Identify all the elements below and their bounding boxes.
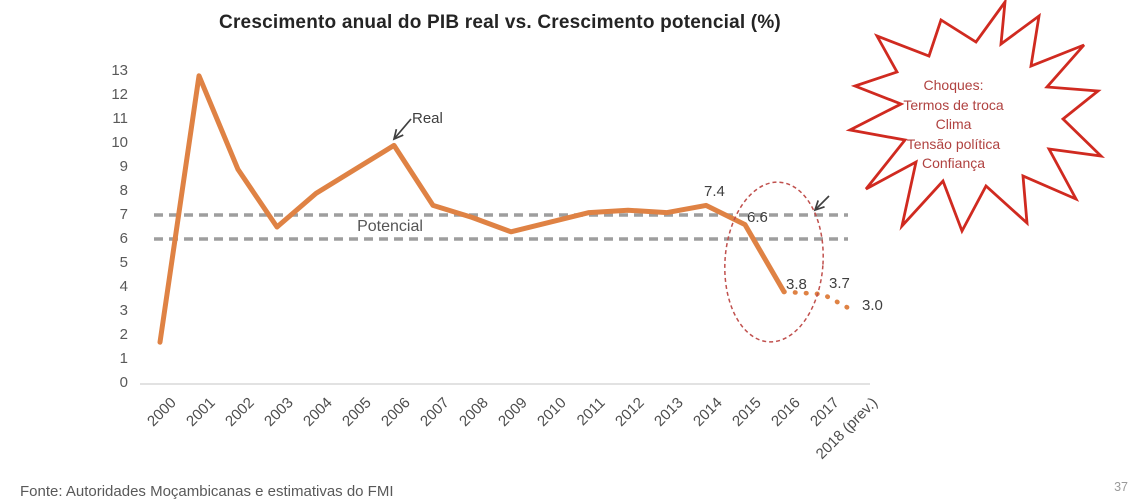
page-number: 37: [1114, 480, 1128, 494]
shocks-callout-arrow-icon-shaft: [814, 195, 830, 211]
source-note: Fonte: Autoridades Moçambicanas e estima…: [20, 483, 394, 500]
callout-line: Choques:: [923, 77, 984, 93]
callout-line: Clima: [935, 116, 972, 132]
shocks-callout-arrow-icon: [813, 200, 825, 212]
starburst-shape: [845, 0, 1106, 235]
callout-line: Confiança: [921, 155, 986, 171]
real-label-arrow-icon-shaft: [393, 118, 412, 140]
chart-title: Crescimento anual do PIB real vs. Cresci…: [219, 12, 781, 33]
shocks-callout: Choques: Termos de troca Clima Tensão polít…: [856, 76, 1051, 174]
real-label-arrow-icon: [392, 129, 404, 141]
real-line-solid: [157, 73, 787, 345]
callout-line: Tensão política: [906, 135, 1001, 152]
callout-line: Termos de troca: [903, 96, 1004, 113]
drop-highlight-ellipse: [724, 181, 824, 343]
real-line-projection-dotted: [781, 289, 855, 313]
